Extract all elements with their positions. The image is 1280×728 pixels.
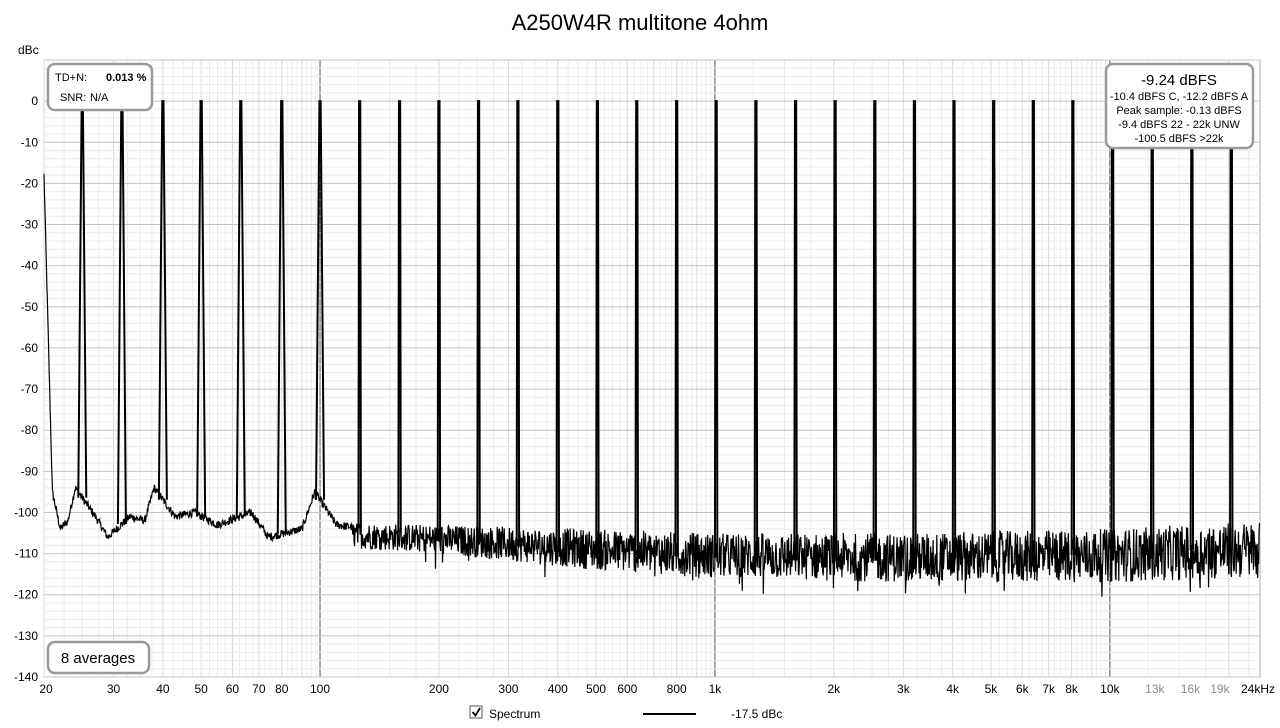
y-tick-label: -20 [21, 176, 39, 190]
x-tick-label: 13k [1145, 682, 1165, 696]
y-tick-label: -100 [14, 505, 38, 519]
tone-peak [912, 100, 917, 560]
tone-peak [196, 100, 207, 517]
x-tick-label: 70 [252, 682, 266, 696]
x-tick-label: 8k [1065, 682, 1079, 696]
tone-peak [555, 100, 560, 551]
tone-peak [515, 100, 521, 547]
tone-peak [1070, 100, 1076, 555]
level-line-2: Peak sample: -0.13 dBFS [1116, 105, 1241, 117]
tone-peak [157, 100, 168, 500]
tone-peak [397, 100, 402, 533]
snr-label: SNR: [60, 92, 86, 104]
tone-peak [634, 100, 639, 556]
tone-peak [872, 100, 878, 561]
y-tick-label: -110 [15, 547, 38, 561]
x-tick-label: 20 [39, 682, 53, 696]
y-tick-label: -90 [21, 464, 39, 478]
tone-peak [1031, 100, 1036, 557]
y-axis-ticks: 0 -10 -20 -30 -40 -50 -60 -70 -80 -90 -100 -110 -120… [14, 94, 38, 684]
x-tick-label: 10k [1100, 682, 1120, 696]
tone-peak [832, 100, 838, 562]
tone-peak [951, 100, 957, 559]
y-tick-label: -60 [21, 341, 39, 355]
tone-peak [476, 100, 481, 542]
legend: Spectrum -17.5 dBc [469, 705, 782, 721]
spectrum-series [43, 100, 1261, 597]
x-tick-label: 7k [1042, 682, 1056, 696]
legend-series-level: -17.5 dBc [731, 707, 782, 721]
chart-title: A250W4R multitone 4ohm [512, 10, 769, 35]
level-line-3: -9.4 dBFS 22 - 22k UNW [1118, 119, 1240, 131]
y-axis-unit-label: dBc [18, 43, 39, 57]
x-tick-label: 1k [709, 682, 723, 696]
legend-series-name: Spectrum [489, 707, 540, 721]
x-tick-label: 50 [194, 682, 208, 696]
x-tick-label: 30 [107, 682, 121, 696]
x-tick-label: 24kHz [1241, 682, 1275, 696]
snr-value: N/A [90, 92, 109, 104]
x-tick-label: 200 [429, 682, 449, 696]
x-tick-label: 16k [1181, 682, 1201, 696]
y-tick-label: -80 [21, 423, 39, 437]
x-tick-label: 100 [310, 682, 330, 696]
x-tick-label: 3k [897, 682, 911, 696]
checkmark-icon [471, 707, 481, 718]
tdn-value: 0.013 % [106, 72, 147, 84]
noise-trace [43, 173, 1261, 597]
y-tick-label: -120 [14, 588, 38, 602]
tone-peak [674, 100, 679, 557]
level-box-frame [1104, 62, 1255, 150]
x-tick-label: 6k [1016, 682, 1030, 696]
tone-peak [276, 100, 287, 534]
y-tick-label: -10 [21, 135, 39, 149]
x-tick-label: 800 [667, 682, 687, 696]
tone-peak [357, 100, 362, 529]
tone-peak [753, 100, 759, 560]
x-tick-label: 40 [156, 682, 170, 696]
tone-peak [595, 100, 600, 554]
level-line-4: -100.5 dBFS >22k [1135, 133, 1224, 145]
x-tick-label: 500 [586, 682, 606, 696]
tone-peak [793, 100, 798, 561]
x-tick-label: 4k [946, 682, 960, 696]
x-tick-label: 80 [275, 682, 289, 696]
averages-box: 8 averages [46, 640, 151, 675]
x-axis-ticks: 20 30 40 50 60 70 80 100 200 300 400 500 600 800 1k 2k 3… [39, 682, 1275, 696]
tdn-label: TD+N: [55, 72, 87, 84]
y-tick-label: -130 [14, 629, 38, 643]
averages-box-frame [46, 640, 151, 675]
tone-peak [235, 100, 246, 517]
tone-peak [436, 100, 442, 538]
tone-peak [713, 100, 719, 558]
level-main: -9.24 dBFS [1141, 72, 1217, 89]
y-tick-label: -50 [21, 300, 39, 314]
tone-peak [315, 100, 326, 500]
grid [43, 59, 1260, 678]
x-tick-label: 60 [226, 682, 240, 696]
y-tick-label: -40 [21, 259, 39, 273]
plot-area[interactable] [43, 59, 1261, 678]
y-tick-label: -70 [21, 382, 39, 396]
thd-info-box: TD+N: 0.013 % SNR: N/A [46, 62, 154, 112]
y-tick-label: 0 [31, 94, 38, 108]
tone-peak [991, 100, 996, 558]
spectrum-checkbox[interactable] [469, 705, 483, 719]
x-tick-label: 2k [827, 682, 841, 696]
x-tick-label: 600 [617, 682, 637, 696]
thd-box-frame [46, 62, 154, 112]
y-tick-label: -140 [14, 670, 38, 684]
x-tick-label: 400 [548, 682, 568, 696]
x-tick-label: 300 [498, 682, 518, 696]
x-tick-label: 19k [1210, 682, 1230, 696]
y-tick-label: -30 [21, 218, 39, 232]
x-tick-label: 5k [985, 682, 999, 696]
level-line-1: -10.4 dBFS C, -12.2 dBFS A [1110, 91, 1249, 103]
level-info-box: -9.24 dBFS -10.4 dBFS C, -12.2 dBFS A Pe… [1104, 62, 1255, 150]
averages-label: 8 averages [61, 650, 135, 667]
